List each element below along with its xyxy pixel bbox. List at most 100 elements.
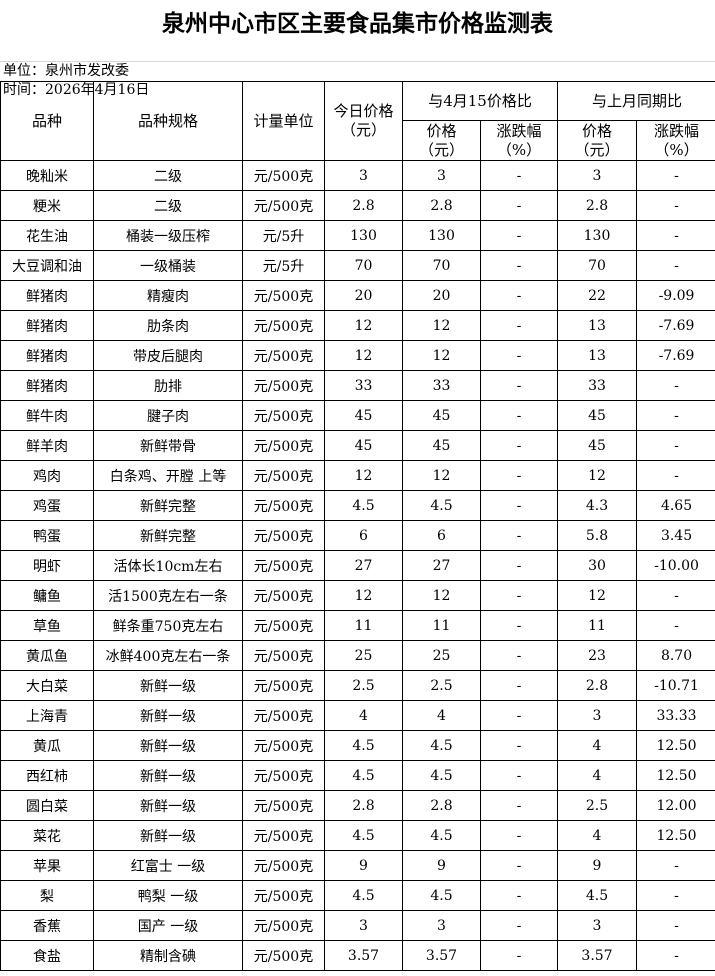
cell-spec: 新鲜一级 (93, 820, 243, 851)
cell-prev-change: - (479, 940, 559, 971)
cell-month-price: 12 (557, 460, 638, 491)
cell-variety: 香蕉 (0, 910, 94, 941)
cell-spec: 新鲜一级 (93, 760, 243, 791)
cell-month-price: 5.8 (557, 520, 638, 551)
table-row: 西红柿 新鲜一级 元/500克 4.5 4.5-4 12.50 (0, 760, 715, 791)
cell-unit: 元/500克 (242, 820, 325, 851)
table-row: 明虾 活体长10cm左右 元/500克 27 27-30 -10.00 (0, 550, 715, 581)
cell-variety: 鸭蛋 (0, 520, 94, 551)
cell-prev-price: 4 (402, 700, 481, 731)
cell-month-price: 2.5 (557, 790, 638, 821)
cell-unit: 元/500克 (242, 280, 325, 311)
table-row: 黄瓜鱼 冰鲜400克左右一条 元/500克 25 25-23 8.70 (0, 640, 715, 671)
cell-unit: 元/500克 (242, 580, 325, 611)
header-variety: 品种 (0, 81, 94, 161)
cell-today-price: 25 (324, 640, 403, 671)
cell-prev-change: - (479, 580, 559, 611)
cell-month-change: - (636, 610, 715, 641)
cell-spec: 新鲜完整 (93, 520, 243, 551)
cell-month-change: - (636, 160, 715, 191)
table-row: 鲜羊肉 新鲜带骨 元/500克 45 45-45- (0, 430, 715, 461)
change-unit: （%） (654, 140, 699, 159)
cell-prev-price: 20 (402, 280, 481, 311)
cell-prev-change: - (479, 250, 559, 281)
cell-variety: 食盐 (0, 940, 94, 971)
cell-month-price: 11 (557, 610, 638, 641)
cell-today-price: 45 (324, 430, 403, 461)
price-label: 价格 (426, 121, 457, 140)
cell-month-change: - (636, 370, 715, 401)
table-row: 大豆调和油 一级桶装 元/5升 70 70-70- (0, 250, 715, 281)
cell-month-price: 22 (557, 280, 638, 311)
cell-today-price: 12 (324, 580, 403, 611)
cell-month-price: 30 (557, 550, 638, 581)
cell-month-price: 4 (557, 730, 638, 761)
cell-unit: 元/500克 (242, 460, 325, 491)
table-row: 鸭蛋 新鲜完整 元/500克 6 6-5.8 3.45 (0, 520, 715, 551)
cell-variety: 鲜羊肉 (0, 430, 94, 461)
cell-month-change: -10.00 (636, 550, 715, 581)
cell-variety: 鲜牛肉 (0, 400, 94, 431)
cell-month-change: -7.69 (636, 310, 715, 341)
cell-prev-price: 12 (402, 340, 481, 371)
cell-prev-price: 6 (402, 520, 481, 551)
cell-prev-change: - (479, 460, 559, 491)
cell-today-price: 2.5 (324, 670, 403, 701)
cell-month-change: - (636, 910, 715, 941)
cell-today-price: 3.57 (324, 940, 403, 971)
cell-month-price: 13 (557, 310, 638, 341)
cell-variety: 黄瓜鱼 (0, 640, 94, 671)
cell-month-price: 3.57 (557, 940, 638, 971)
cell-month-change: 33.33 (636, 700, 715, 731)
cell-spec: 新鲜一级 (93, 700, 243, 731)
header-vs-prev-day: 与4月15价格比 (401, 81, 559, 121)
change-label: 涨跌幅 (654, 121, 700, 140)
cell-variety: 苹果 (0, 850, 94, 881)
cell-unit: 元/5升 (242, 220, 325, 251)
cell-month-change: 12.50 (636, 760, 715, 791)
table-row: 苹果 红富士 一级 元/500克 9 9-9- (0, 850, 715, 881)
cell-month-change: 12.50 (636, 730, 715, 761)
cell-month-change: 4.65 (636, 490, 715, 521)
cell-unit: 元/500克 (242, 430, 325, 461)
cell-today-price: 4.5 (324, 880, 403, 911)
cell-spec: 鲜条重750克左右 (93, 610, 243, 641)
header-month-change: 涨跌幅 （%） (636, 120, 715, 161)
cell-prev-change: - (479, 670, 559, 701)
issuing-unit: 单位：泉州市发改委 (3, 63, 129, 79)
cell-variety: 粳米 (0, 190, 94, 221)
table-row: 鳙鱼 活1500克左右一条 元/500克 12 12-12- (0, 580, 715, 611)
cell-prev-price: 4.5 (402, 490, 481, 521)
cell-prev-change: - (479, 520, 559, 551)
cell-prev-change: - (479, 550, 559, 581)
cell-unit: 元/500克 (242, 490, 325, 521)
cell-month-price: 4.3 (557, 490, 638, 521)
cell-prev-price: 3 (402, 160, 481, 191)
cell-today-price: 12 (324, 310, 403, 341)
cell-spec: 新鲜一级 (93, 670, 243, 701)
change-label: 涨跌幅 (496, 121, 542, 140)
cell-today-price: 2.8 (324, 190, 403, 221)
cell-month-price: 2.8 (557, 190, 638, 221)
cell-prev-price: 12 (402, 310, 481, 341)
cell-today-price: 12 (324, 460, 403, 491)
cell-prev-price: 27 (402, 550, 481, 581)
cell-prev-change: - (479, 190, 559, 221)
cell-spec: 一级桶装 (93, 250, 243, 281)
cell-month-change: - (636, 940, 715, 971)
cell-variety: 大白菜 (0, 670, 94, 701)
cell-prev-price: 25 (402, 640, 481, 671)
price-label: 价格 (582, 121, 613, 140)
table-row: 鲜猪肉 肋条肉 元/500克 12 12-13 -7.69 (0, 310, 715, 341)
header-prev-change: 涨跌幅 （%） (479, 120, 559, 161)
cell-spec: 新鲜一级 (93, 730, 243, 761)
price-unit: （元） (418, 140, 464, 159)
cell-today-price: 3 (324, 910, 403, 941)
cell-spec: 二级 (93, 190, 243, 221)
cell-month-change: - (636, 850, 715, 881)
cell-month-price: 3 (557, 910, 638, 941)
cell-prev-price: 3 (402, 910, 481, 941)
cell-today-price: 4.5 (324, 760, 403, 791)
cell-unit: 元/500克 (242, 640, 325, 671)
header-spec: 品种规格 (93, 81, 243, 161)
